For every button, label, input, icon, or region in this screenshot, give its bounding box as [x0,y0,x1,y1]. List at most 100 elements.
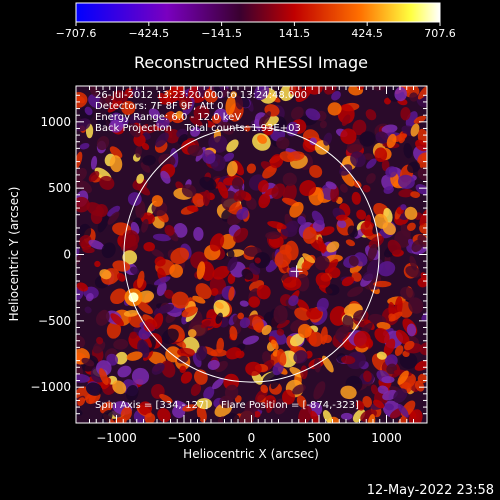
heatmap-blob [362,184,371,193]
heatmap-blob [190,383,202,396]
heatmap-blob [236,208,249,220]
heatmap-blob [294,307,311,321]
heatmap-blob [413,115,427,124]
heatmap-blob [135,145,142,158]
heatmap-blob [97,213,109,233]
heatmap-blob [347,286,364,298]
heatmap-blob [88,93,103,108]
heatmap-blob [76,151,83,169]
heatmap-blob [381,376,395,384]
heatmap-blob [90,209,103,225]
heatmap-blob [226,139,239,153]
x-tick-label: 1000 [371,431,402,445]
heatmap-blob [300,365,308,380]
colorbar-tick-label: 424.5 [351,27,383,40]
x-tick-label: −500 [168,431,201,445]
heatmap-blob [82,246,95,254]
heatmap-blob [152,233,172,242]
heatmap-blob [212,265,230,280]
heatmap-blob [299,180,317,197]
heatmap-blob [159,95,178,105]
heatmap-blob [117,365,132,378]
heatmap-blob [142,155,156,166]
x-tick-label: −1000 [96,431,137,445]
heatmap-blob [291,106,304,120]
heatmap-blob [409,92,419,102]
heatmap-blob [405,265,421,278]
heatmap-blob [377,385,389,394]
heatmap-blob [229,326,238,341]
annotation-detectors: Detectors: 7F 8F 9F, Att 0 [95,101,223,112]
heatmap-blob [144,413,156,423]
heatmap-blob [110,288,127,305]
heatmap-blob [196,398,213,410]
heatmap-blob [196,345,208,361]
heatmap-blob [193,105,210,121]
heatmap-blob [246,163,256,174]
heatmap-blob [256,402,266,411]
heatmap-blob [237,312,245,320]
heatmap-blob [187,145,204,157]
axis-ticks [76,86,427,423]
heatmap-blob [271,183,286,200]
heatmap-blob [76,282,89,292]
heatmap-blob [261,111,271,126]
heatmap-blob [363,370,372,382]
heatmap-blob [376,321,391,330]
heatmap-blob [253,410,261,418]
heatmap-blob [359,131,376,147]
spin-axis-marker [290,265,303,278]
heatmap-blob [385,166,398,178]
heatmap-blob [225,95,236,116]
heatmap-blob [411,239,423,253]
heatmap-blob [362,395,372,408]
heatmap-blob [159,393,173,404]
heatmap-blob [415,183,427,195]
heatmap-blob [99,94,113,109]
heatmap-blob [404,206,418,220]
heatmap-blob [407,161,420,173]
heatmap-blob [248,296,261,308]
heatmap-blob [116,272,126,282]
heatmap-blob [227,248,235,259]
heatmap-blob [295,86,312,103]
heatmap-blob [286,220,299,233]
heatmap-blob [306,307,322,320]
heatmap-blob [417,167,427,181]
heatmap-blob [272,362,284,376]
heatmap-blob [388,311,403,322]
heatmap-blob [169,264,184,278]
heatmap-blob [397,414,408,423]
heatmap-blob [337,104,355,124]
heatmap-blob [79,142,90,150]
x-axis-label: Heliocentric X (arcsec) [183,447,319,461]
heatmap-blob [419,207,427,226]
heatmap-blob [395,329,410,345]
heatmap-blob [136,173,145,184]
heatmap-blob [282,276,302,291]
heatmap-blob [257,134,267,144]
heatmap-blob [138,401,153,416]
heatmap-blob [302,253,316,264]
heatmap-blob [136,301,153,315]
heatmap-blob [381,124,398,134]
heatmap-blob [235,95,244,110]
heatmap-blob [239,317,251,329]
heatmap-blob [96,136,110,151]
heatmap-blob [330,185,340,203]
heatmap-blob [296,395,307,408]
heatmap-blob [287,151,305,161]
heatmap-blob [273,305,288,325]
heatmap-image [76,86,427,423]
heatmap-blob [397,370,409,385]
heatmap-blob [370,384,379,395]
heatmap-blob [327,102,342,116]
heatmap-blob [387,239,402,255]
heatmap-blob [325,181,337,190]
heatmap-blob [375,131,389,144]
heatmap-blob [252,316,264,333]
heatmap-blob [180,371,193,384]
heatmap-blob [261,324,272,336]
heatmap-blob [282,172,297,187]
colorbar [75,2,441,23]
